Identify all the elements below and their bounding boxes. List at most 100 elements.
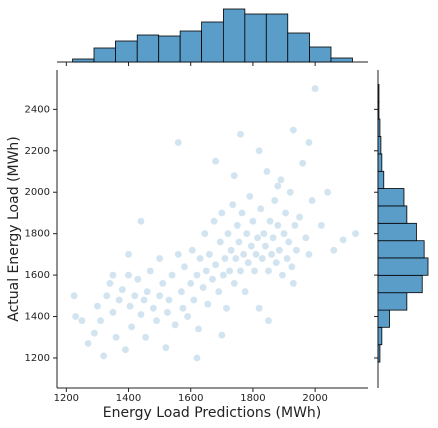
scatter-point [260,229,268,238]
scatter-point [158,279,167,288]
y-tick-label: 1400 [25,312,50,323]
scatter-point [264,267,273,275]
scatter-point [204,300,212,308]
scatter-point [267,250,276,259]
scatter-point [289,279,298,288]
scatter-point [162,343,170,352]
scatter-point [188,246,197,254]
scatter-point [295,213,304,221]
scatter-point [137,217,145,225]
scatter-point [317,221,326,230]
scatter-point [228,200,237,209]
scatter-point [208,275,217,283]
right-hist-bar [377,274,423,294]
y-tick-label: 2400 [25,104,50,115]
scatter-point [311,84,319,93]
y-tick-label: 1800 [25,229,50,240]
scatter-point [149,304,158,312]
scatter-point [163,308,172,317]
scatter-point [146,267,155,275]
scatter-point [194,325,203,333]
y-tick-label: 1600 [25,270,50,281]
right-hist-bar [377,118,381,137]
scatter-point [103,292,111,300]
scatter-point [216,238,225,246]
right-hist-bar [377,292,408,311]
scatter-point [126,302,134,310]
scatter-point [235,238,243,246]
scatter-point [115,296,123,304]
top-hist-bar [265,13,289,63]
top-hist-bar [158,35,181,63]
top-hist-bar [201,21,224,63]
scatter-point [140,296,148,304]
scatter-point [137,310,145,319]
scatter-point [289,126,298,134]
scatter-point [174,138,183,147]
right-hist-bar [377,205,408,224]
scatter-point [180,263,189,271]
scatter-point [298,159,307,167]
scatter-point [131,292,139,300]
scatter-point [90,329,99,337]
x-tick-label: 1200 [54,393,79,404]
scatter-point [280,229,288,238]
scatter-point [255,304,263,312]
top-hist-bar [287,32,310,63]
scatter-point [252,250,260,259]
scatter-point [339,236,347,244]
scatter-point [200,229,209,238]
top-hist-bar [222,8,246,63]
scatter-point [264,316,273,325]
scatter-point [218,209,226,217]
scatter-point [193,354,201,362]
top-hist-bar [309,46,332,63]
scatter-point [214,287,223,296]
right-hist-bar [377,222,417,242]
scatter-point [71,312,80,321]
scatter-point [250,267,259,275]
top-hist-bar [72,58,95,63]
scatter-point [124,250,133,259]
right-hist-bar [377,240,425,259]
scatter-point [155,254,164,263]
x-tick-label: 1600 [178,393,203,404]
scatter-point [247,242,256,250]
scatter-point [244,258,253,267]
scatter-point [202,267,211,275]
scatter-point [84,339,92,348]
scatter-point [274,182,282,190]
scatter-point [70,292,78,300]
scatter-point [109,308,117,317]
top-hist-bar [115,40,138,63]
scatter-point [222,304,231,312]
scatter-point [141,333,150,341]
scatter-point [261,242,270,250]
scatter-point [246,192,254,201]
scatter-point [112,333,120,341]
scatter-point [230,171,239,180]
right-hist-bar [377,136,382,155]
scatter-point [277,176,285,184]
scatter-point [351,229,360,238]
scatter-point [143,287,151,296]
scatter-point [134,275,142,283]
scatter-point [78,316,86,325]
scatter-point [255,147,263,155]
scatter-point [292,246,301,254]
scatter-point [308,196,316,205]
scatter-point [274,221,282,230]
top-hist-bar [136,34,160,63]
scatter-point [127,323,136,331]
scatter-point [124,271,133,279]
scatter-point [239,250,248,259]
scatter-point [224,229,232,238]
scatter-point [236,130,245,138]
scatter-point [190,296,198,304]
scatter-point [266,217,274,225]
top-hist-bar [93,47,116,63]
scatter-point [96,316,105,325]
scatter-point [193,271,201,279]
scatter-point [225,267,234,275]
